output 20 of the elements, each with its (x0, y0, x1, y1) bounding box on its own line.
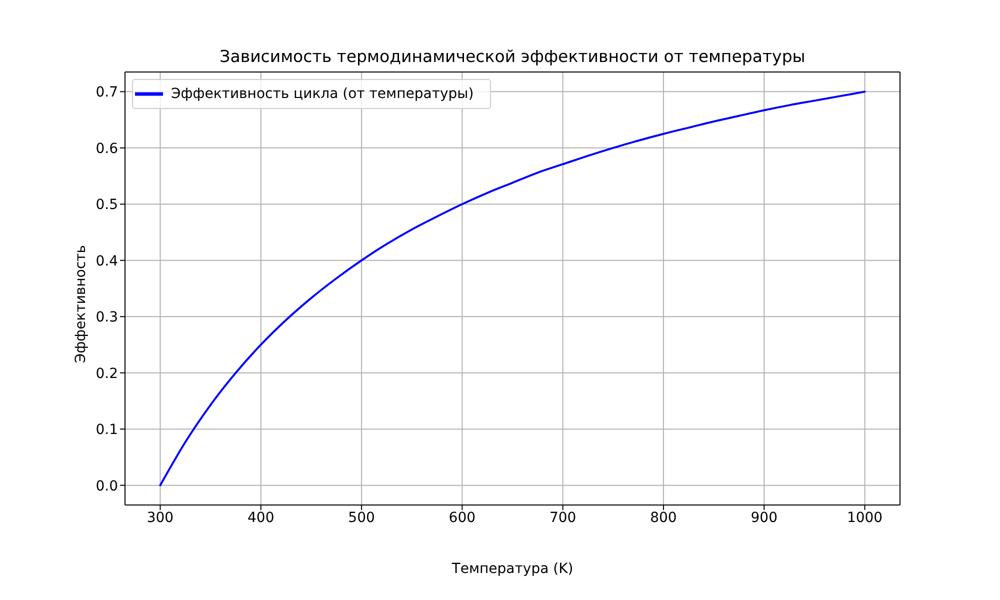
x-tick-label: 400 (248, 510, 274, 526)
legend-label: Эффективность цикла (от температуры) (171, 86, 474, 102)
x-tick-label: 300 (146, 510, 174, 526)
y-tick-label: 0.0 (96, 478, 118, 494)
x-tick-label: 700 (549, 510, 576, 526)
y-tick-label: 0.3 (96, 310, 118, 326)
y-tick-label: 0.2 (96, 366, 118, 382)
x-tick-label: 1000 (846, 510, 883, 526)
x-tick-label: 600 (448, 510, 476, 526)
y-tick-label: 0.7 (96, 84, 118, 101)
y-tick-label: 0.4 (96, 253, 118, 270)
y-tick-label: 0.1 (96, 422, 118, 438)
y-tick-label: 0.6 (96, 140, 118, 157)
y-tick-label: 0.5 (96, 197, 118, 214)
x-tick-label: 800 (650, 510, 677, 526)
x-axis-title: Температура (K) (452, 561, 574, 577)
x-tick-label: 900 (750, 510, 778, 526)
chart-title: Зависимость термодинамической эффективности от температуры (218, 47, 806, 66)
y-axis-title: Эффективность (73, 244, 89, 363)
x-tick-label: 500 (348, 510, 375, 526)
